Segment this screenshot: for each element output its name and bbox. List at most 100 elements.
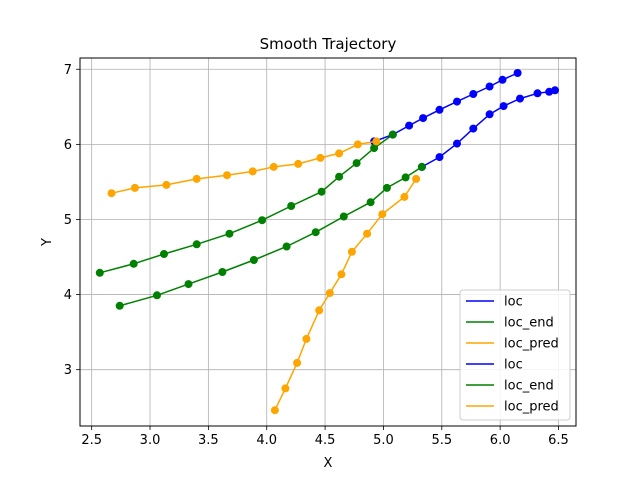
data-point bbox=[453, 139, 461, 148]
data-point bbox=[269, 162, 278, 171]
data-point bbox=[184, 280, 193, 289]
legend-label: loc bbox=[504, 295, 523, 310]
legend-entry: loc bbox=[466, 295, 523, 310]
data-point bbox=[401, 173, 410, 182]
series-1-loc-end bbox=[115, 162, 426, 310]
x-tick-label: 6.5 bbox=[548, 433, 569, 448]
data-point bbox=[485, 82, 494, 91]
data-point bbox=[485, 110, 494, 119]
data-point bbox=[378, 210, 387, 219]
data-point bbox=[347, 247, 356, 256]
data-point bbox=[249, 256, 258, 264]
data-point bbox=[435, 105, 444, 114]
data-point bbox=[469, 124, 478, 133]
data-point bbox=[337, 270, 346, 279]
data-point bbox=[366, 198, 375, 207]
data-point bbox=[315, 306, 324, 315]
series-3-loc bbox=[370, 69, 522, 146]
data-point bbox=[225, 229, 234, 238]
x-axis-label: X bbox=[324, 456, 333, 471]
data-point bbox=[258, 216, 267, 225]
data-point bbox=[160, 250, 168, 258]
data-point bbox=[353, 140, 362, 149]
data-point bbox=[498, 75, 507, 84]
data-point bbox=[335, 149, 344, 158]
series-line bbox=[274, 178, 417, 411]
x-tick-label: 3.5 bbox=[198, 433, 219, 448]
data-point bbox=[325, 289, 334, 298]
y-tick-label: 6 bbox=[64, 138, 72, 153]
data-point bbox=[302, 334, 311, 343]
legend-entry: loc_pred bbox=[466, 400, 559, 415]
data-point bbox=[363, 229, 372, 238]
series-2-loc-pred bbox=[270, 174, 421, 415]
x-tick-label: 5.5 bbox=[431, 433, 452, 448]
data-point bbox=[388, 130, 397, 139]
data-point bbox=[95, 268, 104, 277]
y-tick-label: 3 bbox=[64, 363, 72, 378]
data-point bbox=[370, 144, 379, 153]
data-point bbox=[281, 384, 290, 393]
data-point bbox=[294, 159, 303, 168]
data-point bbox=[405, 121, 414, 130]
data-point bbox=[316, 153, 325, 162]
data-point bbox=[435, 153, 444, 162]
legend-label: loc_pred bbox=[504, 337, 559, 352]
data-point bbox=[551, 86, 559, 95]
data-point bbox=[513, 69, 522, 77]
data-point bbox=[248, 167, 257, 176]
x-tick-label: 3.0 bbox=[140, 433, 161, 448]
x-tick-label: 4.0 bbox=[256, 433, 277, 448]
y-tick-label: 7 bbox=[64, 63, 72, 78]
data-point bbox=[453, 97, 461, 106]
data-point bbox=[339, 212, 348, 221]
data-point bbox=[162, 180, 171, 189]
data-point bbox=[382, 183, 391, 192]
data-point bbox=[282, 242, 291, 251]
data-point bbox=[129, 259, 138, 268]
data-point bbox=[153, 291, 161, 300]
data-point bbox=[192, 240, 201, 249]
series-4-loc-end bbox=[95, 130, 397, 277]
x-tick-label: 4.5 bbox=[315, 433, 336, 448]
axis-ticks: 2.5 3.0 3.5 4.0 4.5 5.0 5.5 6.0 6.5 3 4 5 6 7 bbox=[64, 63, 569, 448]
data-point bbox=[400, 192, 409, 201]
data-point bbox=[270, 406, 279, 415]
data-point bbox=[107, 189, 116, 198]
legend-entry: loc_end bbox=[466, 379, 554, 394]
data-point bbox=[352, 159, 361, 168]
y-tick-label: 4 bbox=[64, 288, 72, 303]
data-point bbox=[412, 174, 421, 183]
data-point bbox=[317, 187, 326, 196]
data-point bbox=[223, 171, 231, 180]
data-point bbox=[417, 162, 426, 171]
legend-label: loc_end bbox=[504, 316, 554, 331]
legend-entry: loc bbox=[466, 358, 523, 373]
x-tick-label: 5.0 bbox=[373, 433, 394, 448]
data-point bbox=[419, 114, 428, 123]
data-point bbox=[130, 183, 139, 192]
series-0-loc bbox=[417, 86, 559, 171]
legend-label: loc_pred bbox=[504, 400, 559, 415]
series-5-loc-pred bbox=[107, 137, 381, 198]
data-point bbox=[287, 202, 296, 210]
series-line bbox=[373, 72, 518, 143]
data-point bbox=[218, 268, 227, 276]
series-line bbox=[421, 89, 556, 168]
series-group bbox=[95, 69, 559, 415]
legend-label: loc_end bbox=[504, 379, 554, 394]
data-point bbox=[192, 174, 201, 183]
legend-entry: loc_end bbox=[466, 316, 554, 331]
chart-title: Smooth Trajectory bbox=[260, 35, 397, 53]
y-tick-label: 5 bbox=[64, 213, 72, 228]
legend-label: loc bbox=[504, 358, 523, 373]
data-point bbox=[311, 228, 320, 237]
legend-entry: loc_pred bbox=[466, 337, 559, 352]
data-point bbox=[516, 94, 524, 103]
data-point bbox=[469, 90, 478, 98]
data-point bbox=[499, 102, 508, 111]
data-point bbox=[335, 172, 344, 181]
data-point bbox=[533, 89, 542, 98]
